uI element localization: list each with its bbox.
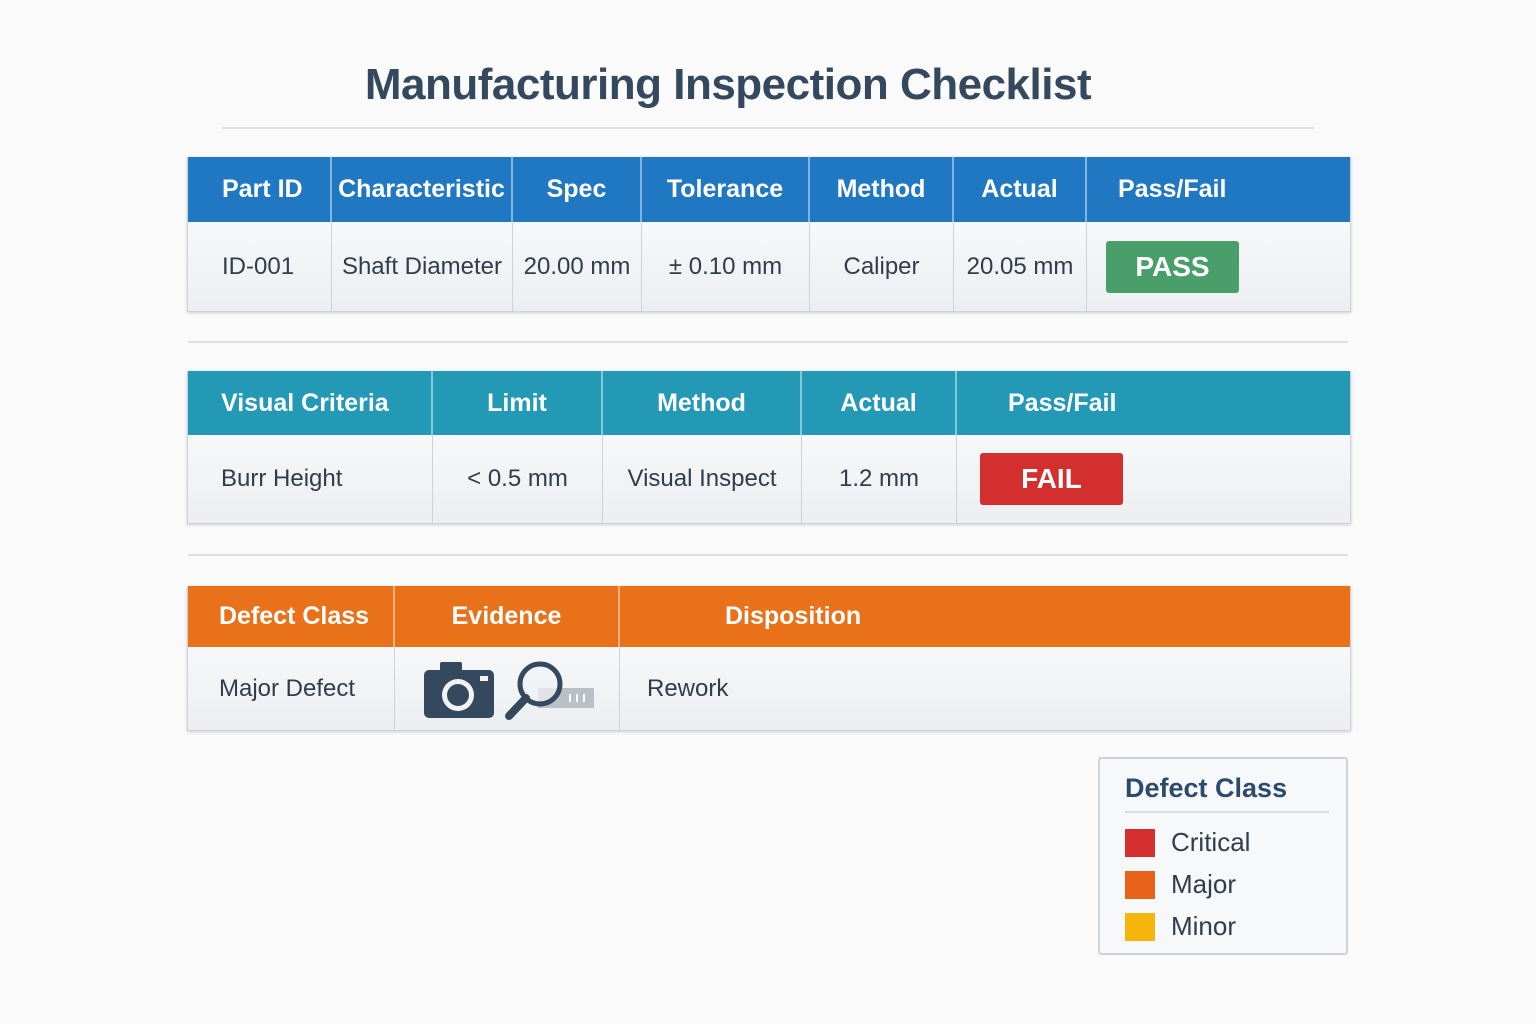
header-cell: Tolerance — [642, 157, 810, 222]
header-cell: Pass/Fail — [1008, 388, 1117, 417]
cell: ID-001 — [188, 222, 332, 311]
header-cell: Pass/Fail — [1118, 175, 1227, 203]
pass-badge: PASS — [1106, 240, 1239, 293]
legend-label: Minor — [1171, 911, 1237, 941]
header-cell: Characteristic — [332, 157, 513, 222]
cell — [395, 647, 620, 730]
row: Burr Height < 0.5 mm Visual Inspect 1.2 mm F… — [188, 435, 1350, 523]
legend-item: Major — [1125, 869, 1236, 900]
header-cell: Limit — [433, 371, 603, 435]
header-cell: Actual — [802, 371, 957, 435]
header-cell: Spec — [513, 157, 642, 222]
cell: Caliper — [810, 222, 954, 311]
divider — [222, 127, 1314, 129]
cell: Burr Height — [188, 435, 433, 523]
cell: Rework — [620, 647, 1350, 730]
fail-badge: FAIL — [980, 453, 1123, 505]
row: Major Defect Rework — [188, 647, 1350, 730]
cell: ± 0.10 mm — [642, 222, 810, 311]
legend-label: Critical — [1171, 827, 1251, 857]
header-cell: Visual Criteria — [188, 371, 433, 435]
table: Defect Class Evidence Disposition Major Def… — [187, 586, 1351, 731]
divider — [188, 554, 1348, 556]
cell: < 0.5 mm — [433, 435, 603, 523]
cell: Shaft Diameter — [332, 222, 513, 311]
cell: 20.00 mm — [513, 222, 642, 311]
legend-swatch — [1125, 912, 1155, 941]
cell: Visual Inspect — [603, 435, 802, 523]
table: Part ID Characteristic Spec Tolerance Method… — [187, 157, 1351, 312]
evidence-icons — [423, 661, 594, 720]
header-row: Part ID Characteristic Spec Tolerance Method… — [188, 157, 1350, 222]
legend-divider — [1125, 811, 1329, 813]
cell: 1.2 mm — [802, 435, 957, 523]
legend-swatch — [1125, 828, 1155, 857]
header-cell: Method — [810, 157, 954, 222]
header-row: Visual Criteria Limit Method Actual Pass/Fai… — [188, 371, 1350, 435]
camera-icon — [423, 661, 494, 718]
legend-title: Defect Class — [1125, 773, 1288, 803]
legend-item: Critical — [1125, 827, 1250, 858]
header-cell: Disposition — [725, 602, 862, 630]
table: Visual Criteria Limit Method Actual Pass/Fai… — [187, 371, 1351, 524]
page-title: Manufacturing Inspection Checklist — [364, 60, 1092, 109]
legend: Defect Class Critical Major Minor — [1098, 757, 1348, 955]
cell: Major Defect — [188, 647, 395, 730]
cell: PASS — [1087, 222, 1350, 311]
header-cell: Defect Class — [188, 586, 395, 647]
header-cell: Actual — [954, 157, 1087, 222]
header-cell: Evidence — [395, 586, 620, 647]
cell: 20.05 mm — [954, 222, 1087, 311]
header-row: Defect Class Evidence Disposition — [188, 586, 1350, 647]
divider — [188, 341, 1348, 343]
magnifier-ruler-icon — [504, 661, 594, 720]
legend-label: Major — [1171, 869, 1237, 899]
cell: FAIL — [957, 435, 1350, 523]
header-cell: Part ID — [188, 157, 332, 222]
legend-item: Minor — [1125, 911, 1236, 942]
row: ID-001 Shaft Diameter 20.00 mm ± 0.10 mm Cal… — [188, 222, 1350, 311]
header-cell: Method — [603, 371, 802, 435]
legend-swatch — [1125, 870, 1155, 899]
